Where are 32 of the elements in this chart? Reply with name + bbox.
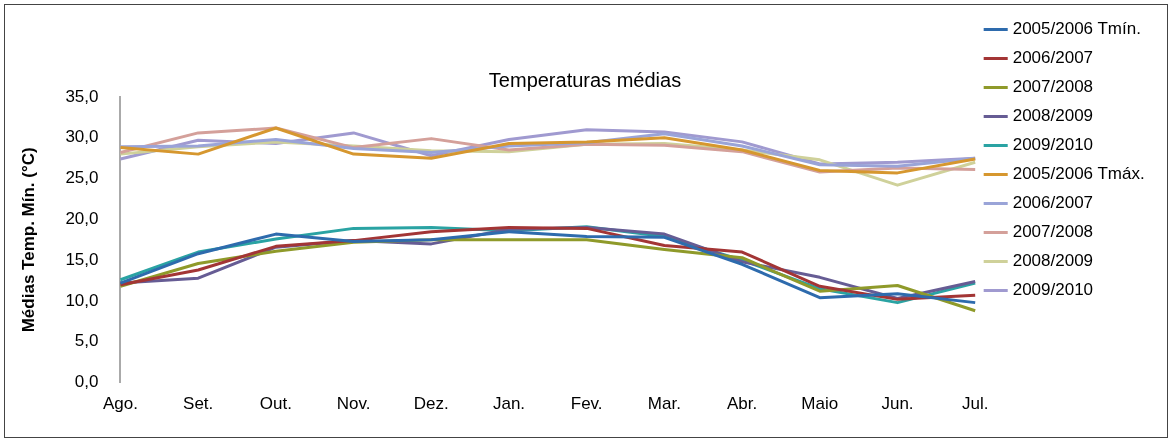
y-tick-label: 25,0 <box>65 168 99 188</box>
legend-label: 2005/2006 Tmáx. <box>1012 164 1145 184</box>
y-tick-label: 5,0 <box>74 331 99 351</box>
chart-title: Temperaturas médias <box>488 68 682 91</box>
x-tick-label: Nov. <box>336 394 371 414</box>
y-axis-title: Médias Temp. Mín. (°C) <box>18 147 38 333</box>
y-tick-label: 35,0 <box>65 86 99 106</box>
legend-label: 2008/2009 <box>1012 106 1094 126</box>
y-tick-label: 15,0 <box>65 249 99 269</box>
x-tick-label: Jul. <box>961 394 989 414</box>
legend-label: 2007/2008 <box>1012 77 1094 97</box>
legend-label: 2009/2010 <box>1012 135 1094 155</box>
legend-label: 2009/2010 <box>1012 280 1094 300</box>
legend-label: 2008/2009 <box>1012 251 1094 271</box>
legend-label: 2006/2007 <box>1012 48 1094 68</box>
x-tick-label: Mar. <box>647 394 681 414</box>
x-tick-label: Maio <box>801 394 839 414</box>
x-tick-label: Out. <box>259 394 292 414</box>
x-tick-label: Jun. <box>881 394 914 414</box>
y-tick-label: 20,0 <box>65 209 99 229</box>
x-tick-label: Dez. <box>413 394 449 414</box>
y-tick-label: 30,0 <box>65 127 99 147</box>
y-tick-label: 0,0 <box>74 372 99 392</box>
legend-label: 2005/2006 Tmín. <box>1012 19 1141 39</box>
x-tick-label: Set. <box>183 394 214 414</box>
x-tick-label: Abr. <box>726 394 758 414</box>
x-tick-label: Fev. <box>570 394 603 414</box>
y-tick-label: 10,0 <box>65 290 99 310</box>
x-tick-label: Ago. <box>102 394 138 414</box>
legend-label: 2006/2007 <box>1012 193 1094 213</box>
x-tick-label: Jan. <box>492 394 526 414</box>
legend-label: 2007/2008 <box>1012 222 1094 242</box>
